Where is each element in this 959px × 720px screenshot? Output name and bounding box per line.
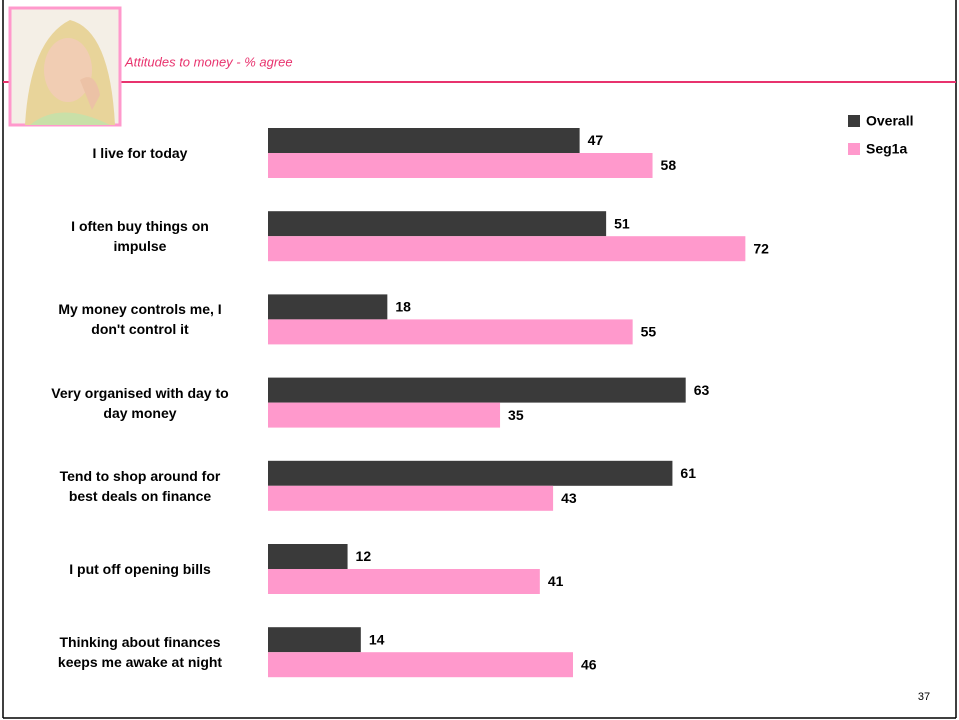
value-label: 63	[694, 382, 710, 398]
chart-title: Attitudes to money - % agree	[124, 54, 293, 69]
value-label: 14	[369, 631, 385, 647]
photo	[8, 6, 122, 127]
value-label: 46	[581, 656, 597, 672]
bar	[268, 377, 686, 403]
bar	[268, 153, 653, 178]
bar	[268, 211, 607, 237]
legend-swatch	[848, 143, 860, 155]
legend-label: Overall	[866, 113, 913, 129]
category-label: I live for today	[92, 145, 188, 161]
category-label: I put off opening bills	[69, 561, 211, 577]
value-label: 55	[641, 324, 657, 340]
value-label: 51	[614, 215, 630, 231]
value-label: 61	[680, 465, 696, 481]
bar	[268, 627, 361, 653]
category-label: I often buy things on impulse	[71, 218, 209, 255]
bar	[268, 544, 348, 569]
value-label: 43	[561, 490, 577, 506]
value-label: 72	[753, 240, 769, 256]
category-label: Very organised with day to day money	[51, 384, 229, 421]
bar	[268, 402, 501, 428]
bar	[268, 569, 540, 594]
bar	[268, 294, 388, 320]
value-label: 12	[356, 548, 372, 564]
bar	[268, 128, 580, 153]
legend-label: Seg1a	[866, 141, 907, 157]
value-label: 41	[548, 573, 564, 589]
category-label: My money controls me, I don't control it	[58, 301, 222, 338]
bar	[268, 460, 673, 486]
value-label: 18	[395, 299, 411, 315]
category-label: Tend to shop around for best deals on fi…	[59, 467, 221, 504]
bar	[268, 319, 633, 345]
value-label: 35	[508, 407, 524, 423]
legend-swatch	[848, 115, 860, 127]
bar	[268, 652, 573, 678]
page-number: 37	[918, 691, 930, 703]
value-label: 47	[588, 132, 604, 148]
value-label: 58	[661, 157, 677, 173]
bar	[268, 236, 746, 262]
category-label: Thinking about finances keeps me awake a…	[57, 634, 223, 671]
bar	[268, 485, 554, 511]
